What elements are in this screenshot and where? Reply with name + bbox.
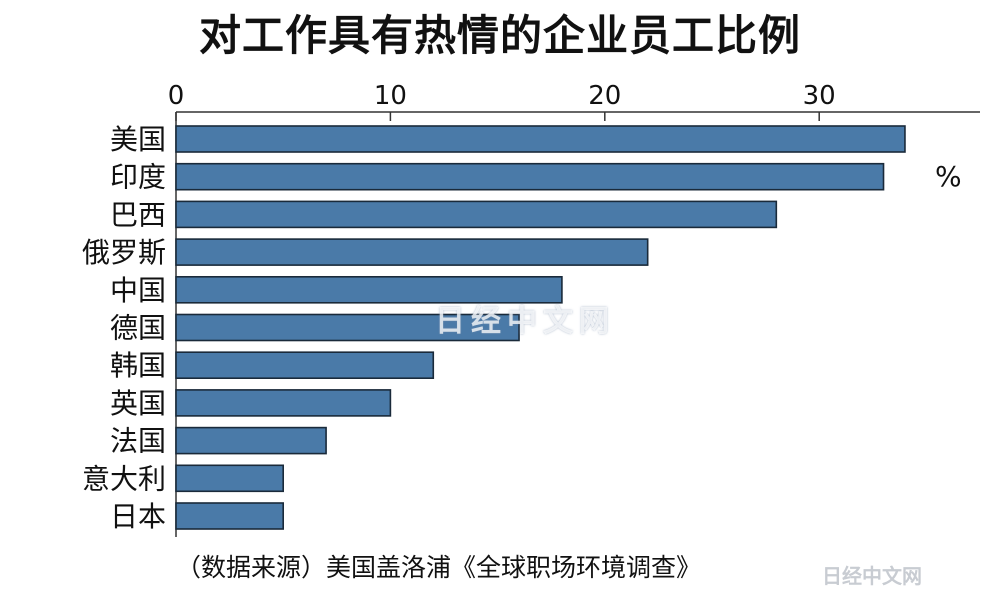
bar <box>175 389 392 417</box>
bar <box>175 238 649 266</box>
category-label: 韩国 <box>110 349 166 382</box>
category-label: 印度 <box>110 161 166 194</box>
chart-title: 对工作具有热情的企业员工比例 <box>198 11 801 60</box>
bar <box>175 502 284 530</box>
x-tick-label: 0 <box>168 81 185 111</box>
bar <box>175 313 520 342</box>
category-label: 英国 <box>110 387 166 420</box>
category-label: 德国 <box>110 312 166 345</box>
x-tick-label: 20 <box>588 81 621 111</box>
bar <box>175 275 563 304</box>
bar <box>175 200 778 229</box>
x-tick-label: 10 <box>374 81 407 111</box>
bar <box>175 162 885 191</box>
x-tick-label: 30 <box>803 81 836 111</box>
category-label: 美国 <box>110 123 166 156</box>
watermark-corner: 日经中文网 <box>822 564 922 588</box>
category-label: 日本 <box>110 500 166 533</box>
bar <box>175 464 284 493</box>
category-label: 俄罗斯 <box>82 236 166 269</box>
source-note: （数据来源）美国盖洛浦《全球职场环境调查》 <box>176 553 702 582</box>
category-label: 巴西 <box>110 198 166 231</box>
watermark-center: 日经中文网 <box>435 304 615 339</box>
bar <box>175 125 906 153</box>
category-label: 意大利 <box>82 462 166 495</box>
category-label: 中国 <box>110 274 166 307</box>
unit-label: % <box>935 160 962 193</box>
bar <box>175 351 435 380</box>
bars <box>175 125 906 530</box>
bar <box>175 426 327 455</box>
category-label: 法国 <box>110 425 166 458</box>
